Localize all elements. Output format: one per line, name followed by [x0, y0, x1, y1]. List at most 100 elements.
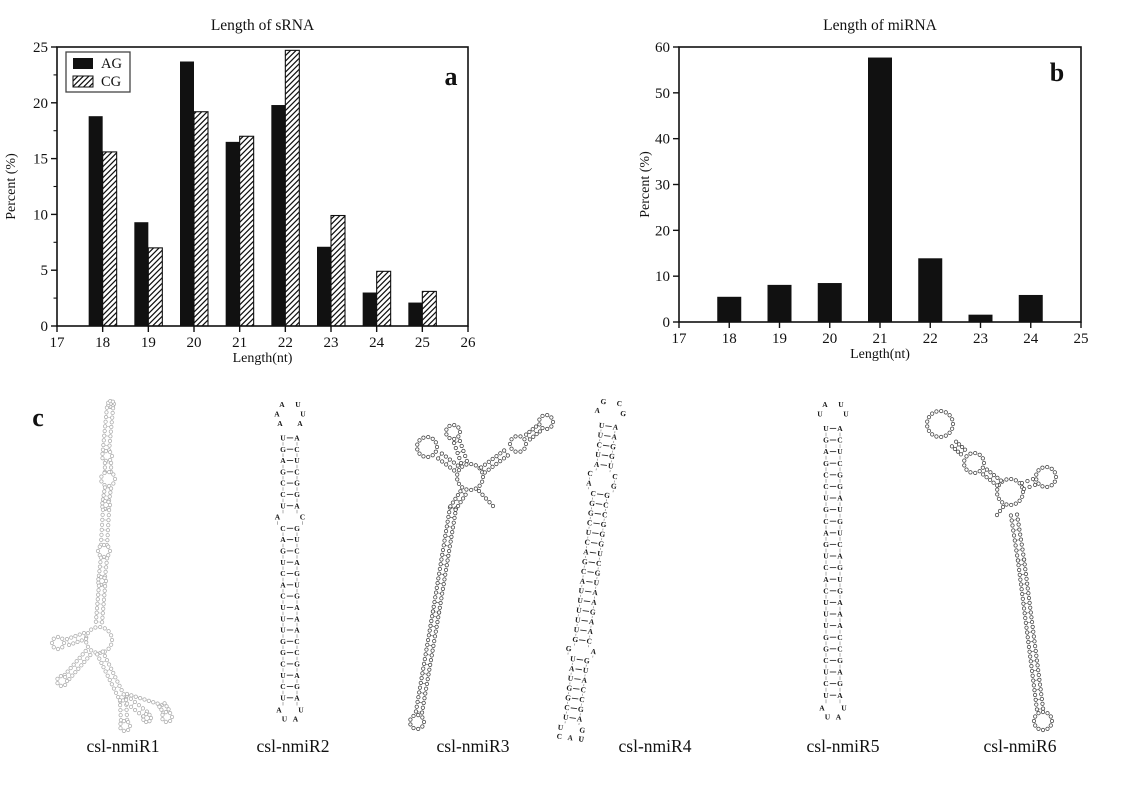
svg-text:A: A [611, 432, 618, 442]
svg-text:G: G [583, 656, 590, 666]
structure-label-nmir6: csl-nmiR6 [983, 736, 1057, 756]
svg-text:G: G [837, 482, 843, 491]
bar-CG-24 [376, 270, 392, 327]
svg-text:A: A [579, 576, 586, 586]
svg-text:C: C [596, 559, 602, 569]
svg-text:U: U [841, 703, 847, 712]
svg-text:G: G [823, 540, 829, 549]
svg-text:C: C [586, 636, 592, 646]
svg-text:AG: AG [101, 56, 122, 72]
svg-text:A: A [294, 671, 300, 680]
svg-text:G: G [589, 607, 596, 617]
svg-text:C: C [837, 540, 842, 549]
svg-text:A: A [294, 434, 300, 443]
svg-text:G: G [604, 490, 611, 500]
svg-text:40: 40 [655, 132, 670, 148]
svg-text:U: U [823, 424, 829, 433]
bar-AG-24 [362, 292, 377, 326]
svg-text:A: A [294, 614, 300, 623]
bar-AG-25 [408, 302, 423, 326]
rna-structure-6 [925, 408, 1059, 733]
svg-text:17: 17 [50, 335, 66, 351]
svg-text:C: C [584, 537, 590, 547]
svg-text:21: 21 [873, 331, 888, 347]
svg-text:C: C [294, 637, 299, 646]
structure-label-nmir2: csl-nmiR2 [256, 736, 330, 756]
structure-label-nmir5: csl-nmiR5 [806, 736, 880, 756]
svg-text:G: G [823, 505, 829, 514]
svg-text:A: A [587, 627, 594, 637]
svg-text:C: C [280, 682, 285, 691]
svg-text:60: 60 [655, 40, 670, 56]
bar-21 [868, 57, 892, 323]
svg-text:U: U [573, 625, 580, 635]
svg-text:A: A [822, 400, 828, 409]
svg-text:C: C [294, 648, 299, 657]
svg-text:U: U [582, 666, 589, 676]
svg-text:U: U [280, 626, 286, 635]
svg-text:U: U [294, 535, 300, 544]
svg-text:U: U [294, 580, 300, 589]
svg-text:18: 18 [95, 335, 110, 351]
svg-text:A: A [294, 558, 300, 567]
bar-CG-22 [284, 49, 300, 327]
svg-text:CG: CG [101, 74, 122, 90]
svg-text:24: 24 [1023, 331, 1039, 347]
svg-text:0: 0 [663, 315, 671, 331]
bar-AG-21 [225, 141, 240, 326]
svg-text:G: G [294, 592, 300, 601]
svg-text:A: A [837, 424, 843, 433]
svg-text:U: U [280, 614, 286, 623]
svg-text:A: A [586, 478, 593, 488]
svg-text:C: C [616, 399, 622, 409]
svg-text:A: A [594, 460, 601, 470]
svg-text:C: C [280, 479, 285, 488]
panel-letter-a: a [444, 62, 458, 91]
svg-text:20: 20 [822, 331, 837, 347]
svg-text:G: G [294, 682, 300, 691]
svg-text:C: C [294, 445, 299, 454]
svg-text:G: G [579, 725, 586, 735]
svg-text:A: A [280, 580, 286, 589]
svg-text:22: 22 [923, 331, 938, 347]
svg-text:U: U [578, 734, 585, 744]
svg-text:A: A [591, 597, 598, 607]
panel-letter-c: c [32, 403, 44, 432]
rna-structure-3 [408, 413, 556, 731]
svg-text:U: U [823, 494, 829, 503]
bar-20 [817, 283, 842, 322]
bar-CG-25 [421, 290, 437, 327]
svg-text:18: 18 [722, 331, 737, 347]
bar-CG-19 [147, 247, 163, 327]
svg-text:25: 25 [415, 335, 430, 351]
svg-text:50: 50 [655, 86, 670, 102]
svg-text:19: 19 [772, 331, 787, 347]
svg-text:A: A [823, 447, 829, 456]
svg-text:25: 25 [33, 40, 48, 56]
bar-23 [968, 314, 993, 322]
svg-text:C: C [823, 482, 828, 491]
y-axis-label: Percent (%) [638, 151, 653, 218]
svg-text:C: C [300, 513, 305, 522]
bar-CG-20 [193, 111, 209, 327]
svg-text:A: A [837, 691, 843, 700]
svg-text:U: U [570, 654, 577, 664]
bar-CG-23 [330, 214, 346, 327]
svg-text:G: G [589, 498, 596, 508]
svg-text:G: G [294, 490, 300, 499]
svg-text:C: C [294, 547, 299, 556]
svg-text:U: U [823, 610, 829, 619]
svg-text:C: C [837, 436, 842, 445]
svg-text:G: G [280, 445, 286, 454]
svg-text:A: A [280, 535, 286, 544]
svg-text:U: U [282, 715, 288, 724]
svg-text:A: A [293, 715, 299, 724]
svg-text:U: U [837, 447, 843, 456]
rna-structure-1 [49, 399, 175, 733]
svg-text:C: C [823, 563, 828, 572]
svg-text:G: G [620, 409, 627, 419]
svg-text:C: C [823, 470, 828, 479]
svg-text:A: A [590, 647, 597, 657]
svg-text:A: A [294, 693, 300, 702]
